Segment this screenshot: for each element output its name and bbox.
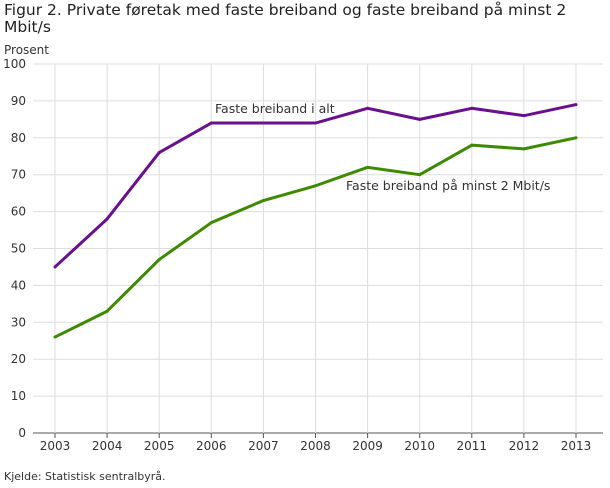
data-point bbox=[418, 173, 422, 177]
y-tick-label: 20 bbox=[11, 352, 26, 366]
y-tick-label: 30 bbox=[11, 315, 26, 329]
y-tick-label: 70 bbox=[11, 168, 26, 182]
data-point bbox=[574, 136, 578, 140]
data-point bbox=[209, 121, 213, 125]
data-point bbox=[366, 106, 370, 110]
x-tick-label: 2007 bbox=[248, 439, 279, 453]
x-tick-label: 2013 bbox=[561, 439, 592, 453]
y-tick-label: 10 bbox=[11, 389, 26, 403]
data-point bbox=[574, 103, 578, 107]
data-point bbox=[470, 106, 474, 110]
y-tick-label: 40 bbox=[11, 278, 26, 292]
x-tick-label: 2006 bbox=[196, 439, 227, 453]
data-point bbox=[105, 217, 109, 221]
x-tick-label: 2011 bbox=[457, 439, 488, 453]
data-point bbox=[53, 265, 57, 269]
y-tick-label: 80 bbox=[11, 131, 26, 145]
data-point bbox=[418, 117, 422, 121]
x-tick-label: 2009 bbox=[352, 439, 383, 453]
y-tick-label: 60 bbox=[11, 205, 26, 219]
data-point bbox=[522, 147, 526, 151]
x-tick-label: 2008 bbox=[300, 439, 331, 453]
data-point bbox=[105, 309, 109, 313]
data-point bbox=[261, 199, 265, 203]
data-point bbox=[53, 335, 57, 339]
data-point bbox=[314, 184, 317, 188]
series-label-1: Faste breiband på minst 2 Mbit/s bbox=[346, 178, 550, 193]
y-tick-label: 50 bbox=[11, 242, 26, 256]
data-point bbox=[314, 121, 317, 125]
x-tick-label: 2012 bbox=[509, 439, 540, 453]
x-tick-label: 2004 bbox=[92, 439, 123, 453]
x-tick-label: 2010 bbox=[404, 439, 435, 453]
y-axis-label: Prosent bbox=[4, 43, 49, 57]
chart-title: Figur 2. Private føretak med faste breib… bbox=[4, 1, 567, 36]
y-tick-label: 90 bbox=[11, 94, 26, 108]
y-tick-label: 0 bbox=[18, 426, 26, 440]
data-point bbox=[470, 143, 474, 147]
data-point bbox=[157, 258, 161, 262]
data-point bbox=[261, 121, 265, 125]
data-point bbox=[522, 114, 526, 118]
data-point bbox=[209, 221, 213, 225]
x-tick-label: 2003 bbox=[40, 439, 71, 453]
data-point bbox=[366, 165, 370, 169]
data-point bbox=[157, 151, 161, 155]
series-label-0: Faste breiband i alt bbox=[215, 101, 335, 116]
x-tick-label: 2005 bbox=[144, 439, 175, 453]
y-tick-label: 100 bbox=[3, 57, 26, 71]
source-note: Kjelde: Statistisk sentralbyrå. bbox=[4, 470, 166, 483]
